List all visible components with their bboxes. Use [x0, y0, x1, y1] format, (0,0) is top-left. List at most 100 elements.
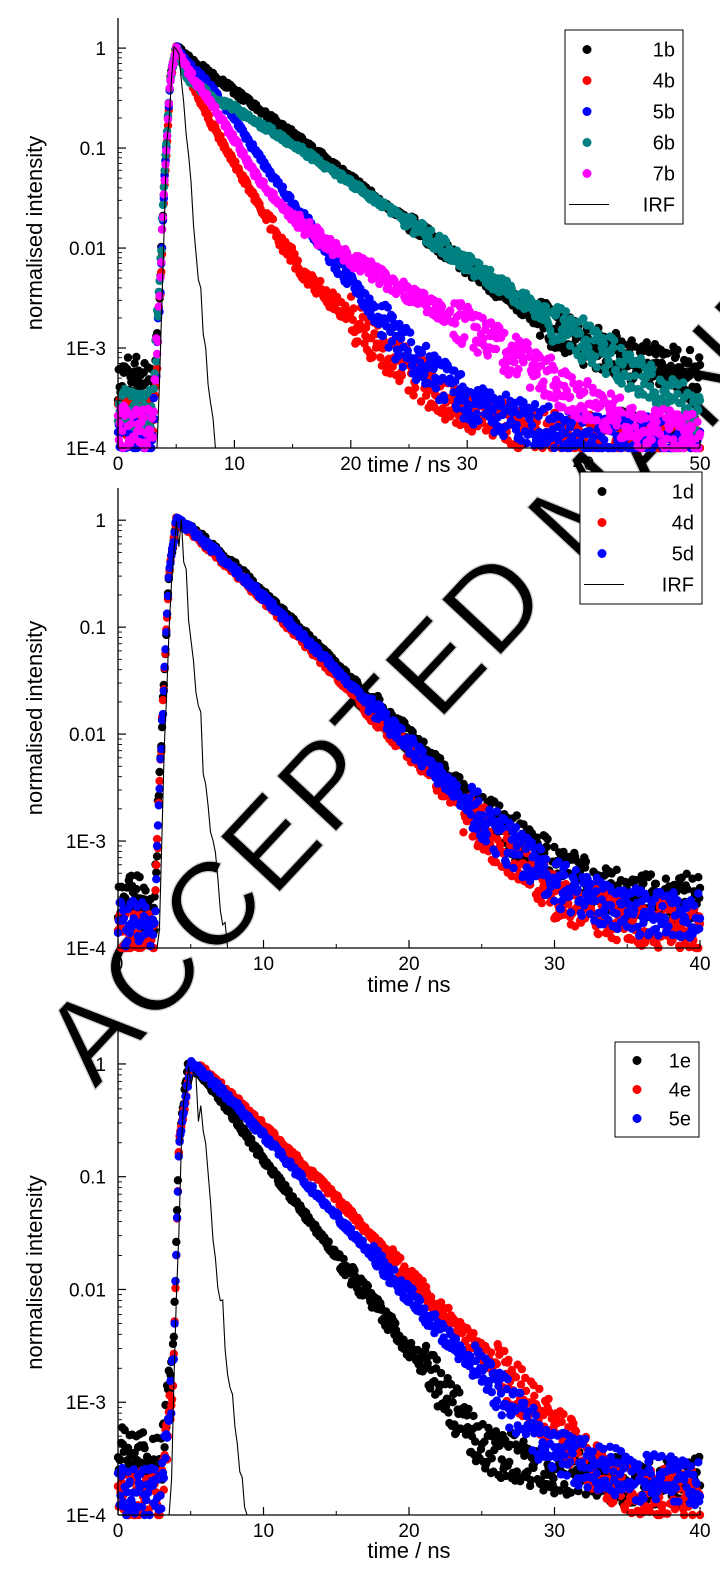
data-point	[132, 884, 141, 894]
data-point	[560, 429, 570, 438]
data-point	[316, 276, 325, 286]
data-point	[501, 390, 511, 399]
data-point	[130, 359, 139, 368]
data-point	[420, 370, 429, 379]
data-point	[628, 403, 637, 412]
data-point	[583, 377, 592, 386]
data-point	[378, 331, 387, 341]
data-point	[160, 176, 169, 185]
data-point	[609, 343, 618, 352]
data-point	[169, 59, 178, 68]
legend-label: IRF	[643, 195, 675, 217]
data-point	[155, 767, 164, 777]
data-point	[202, 75, 211, 84]
data-point	[149, 384, 158, 393]
y-tick-label: 1E-3	[66, 339, 106, 360]
data-point	[577, 356, 586, 365]
data-point	[286, 192, 295, 202]
data-point	[630, 342, 640, 351]
data-point	[163, 115, 173, 124]
data-point	[417, 348, 427, 357]
data-point	[567, 418, 576, 427]
data-point	[612, 935, 621, 945]
data-point	[585, 426, 594, 436]
data-point	[528, 429, 537, 439]
data-point	[651, 879, 661, 888]
data-point	[687, 423, 696, 433]
data-point	[157, 258, 166, 267]
x-tick-label: 10	[224, 454, 245, 475]
data-point	[514, 365, 523, 374]
data-point	[544, 402, 553, 411]
data-point	[554, 436, 563, 445]
data-point	[396, 334, 406, 343]
data-point	[694, 873, 703, 882]
data-point	[159, 190, 168, 199]
data-point	[695, 353, 704, 362]
data-point	[486, 265, 495, 275]
x-tick-label: 30	[457, 454, 478, 475]
data-point	[376, 353, 385, 362]
data-point	[459, 828, 468, 837]
data-point	[648, 364, 657, 373]
y-tick-label: 0.01	[69, 239, 106, 260]
data-point	[499, 431, 508, 441]
data-point	[575, 329, 585, 338]
data-point	[440, 395, 449, 405]
data-point	[673, 345, 682, 355]
data-point	[152, 852, 162, 861]
data-point	[580, 387, 589, 397]
data-point	[460, 333, 469, 342]
data-point	[278, 182, 288, 192]
data-point	[695, 429, 705, 438]
data-point	[663, 349, 672, 358]
data-point	[675, 363, 685, 372]
data-point	[525, 383, 535, 392]
data-point	[388, 362, 397, 371]
data-point	[123, 353, 133, 362]
data-point	[348, 315, 357, 325]
data-point	[575, 379, 584, 389]
data-point	[406, 338, 416, 347]
data-point	[652, 417, 661, 426]
legend-label: 1b	[653, 40, 675, 62]
data-point	[657, 358, 666, 368]
data-point	[512, 811, 521, 820]
data-point	[204, 111, 213, 120]
data-point	[358, 312, 367, 322]
data-point	[166, 76, 175, 85]
data-point	[589, 432, 598, 442]
data-point	[530, 400, 540, 409]
legend-label: 7b	[653, 164, 675, 186]
data-point	[115, 419, 124, 428]
data-point	[157, 246, 166, 255]
data-point	[371, 302, 380, 311]
data-point	[431, 384, 441, 393]
data-point	[496, 398, 506, 407]
data-point	[165, 83, 174, 93]
data-point	[473, 348, 482, 357]
data-point	[510, 405, 519, 414]
data-point	[684, 357, 693, 366]
data-point	[148, 433, 158, 442]
data-point	[500, 328, 509, 338]
data-point	[398, 362, 407, 372]
data-point	[519, 398, 528, 407]
data-point	[693, 384, 702, 394]
data-point	[601, 369, 611, 379]
y-tick-label: 1E-4	[66, 439, 107, 460]
data-point	[149, 407, 158, 416]
data-point	[383, 303, 392, 312]
series-6b	[113, 43, 705, 435]
data-point	[146, 426, 155, 435]
data-point	[397, 371, 407, 380]
data-point	[600, 435, 609, 445]
data-point	[694, 373, 703, 382]
data-point	[512, 420, 521, 429]
data-point	[151, 886, 160, 895]
data-point	[546, 353, 556, 362]
data-point	[605, 359, 614, 369]
